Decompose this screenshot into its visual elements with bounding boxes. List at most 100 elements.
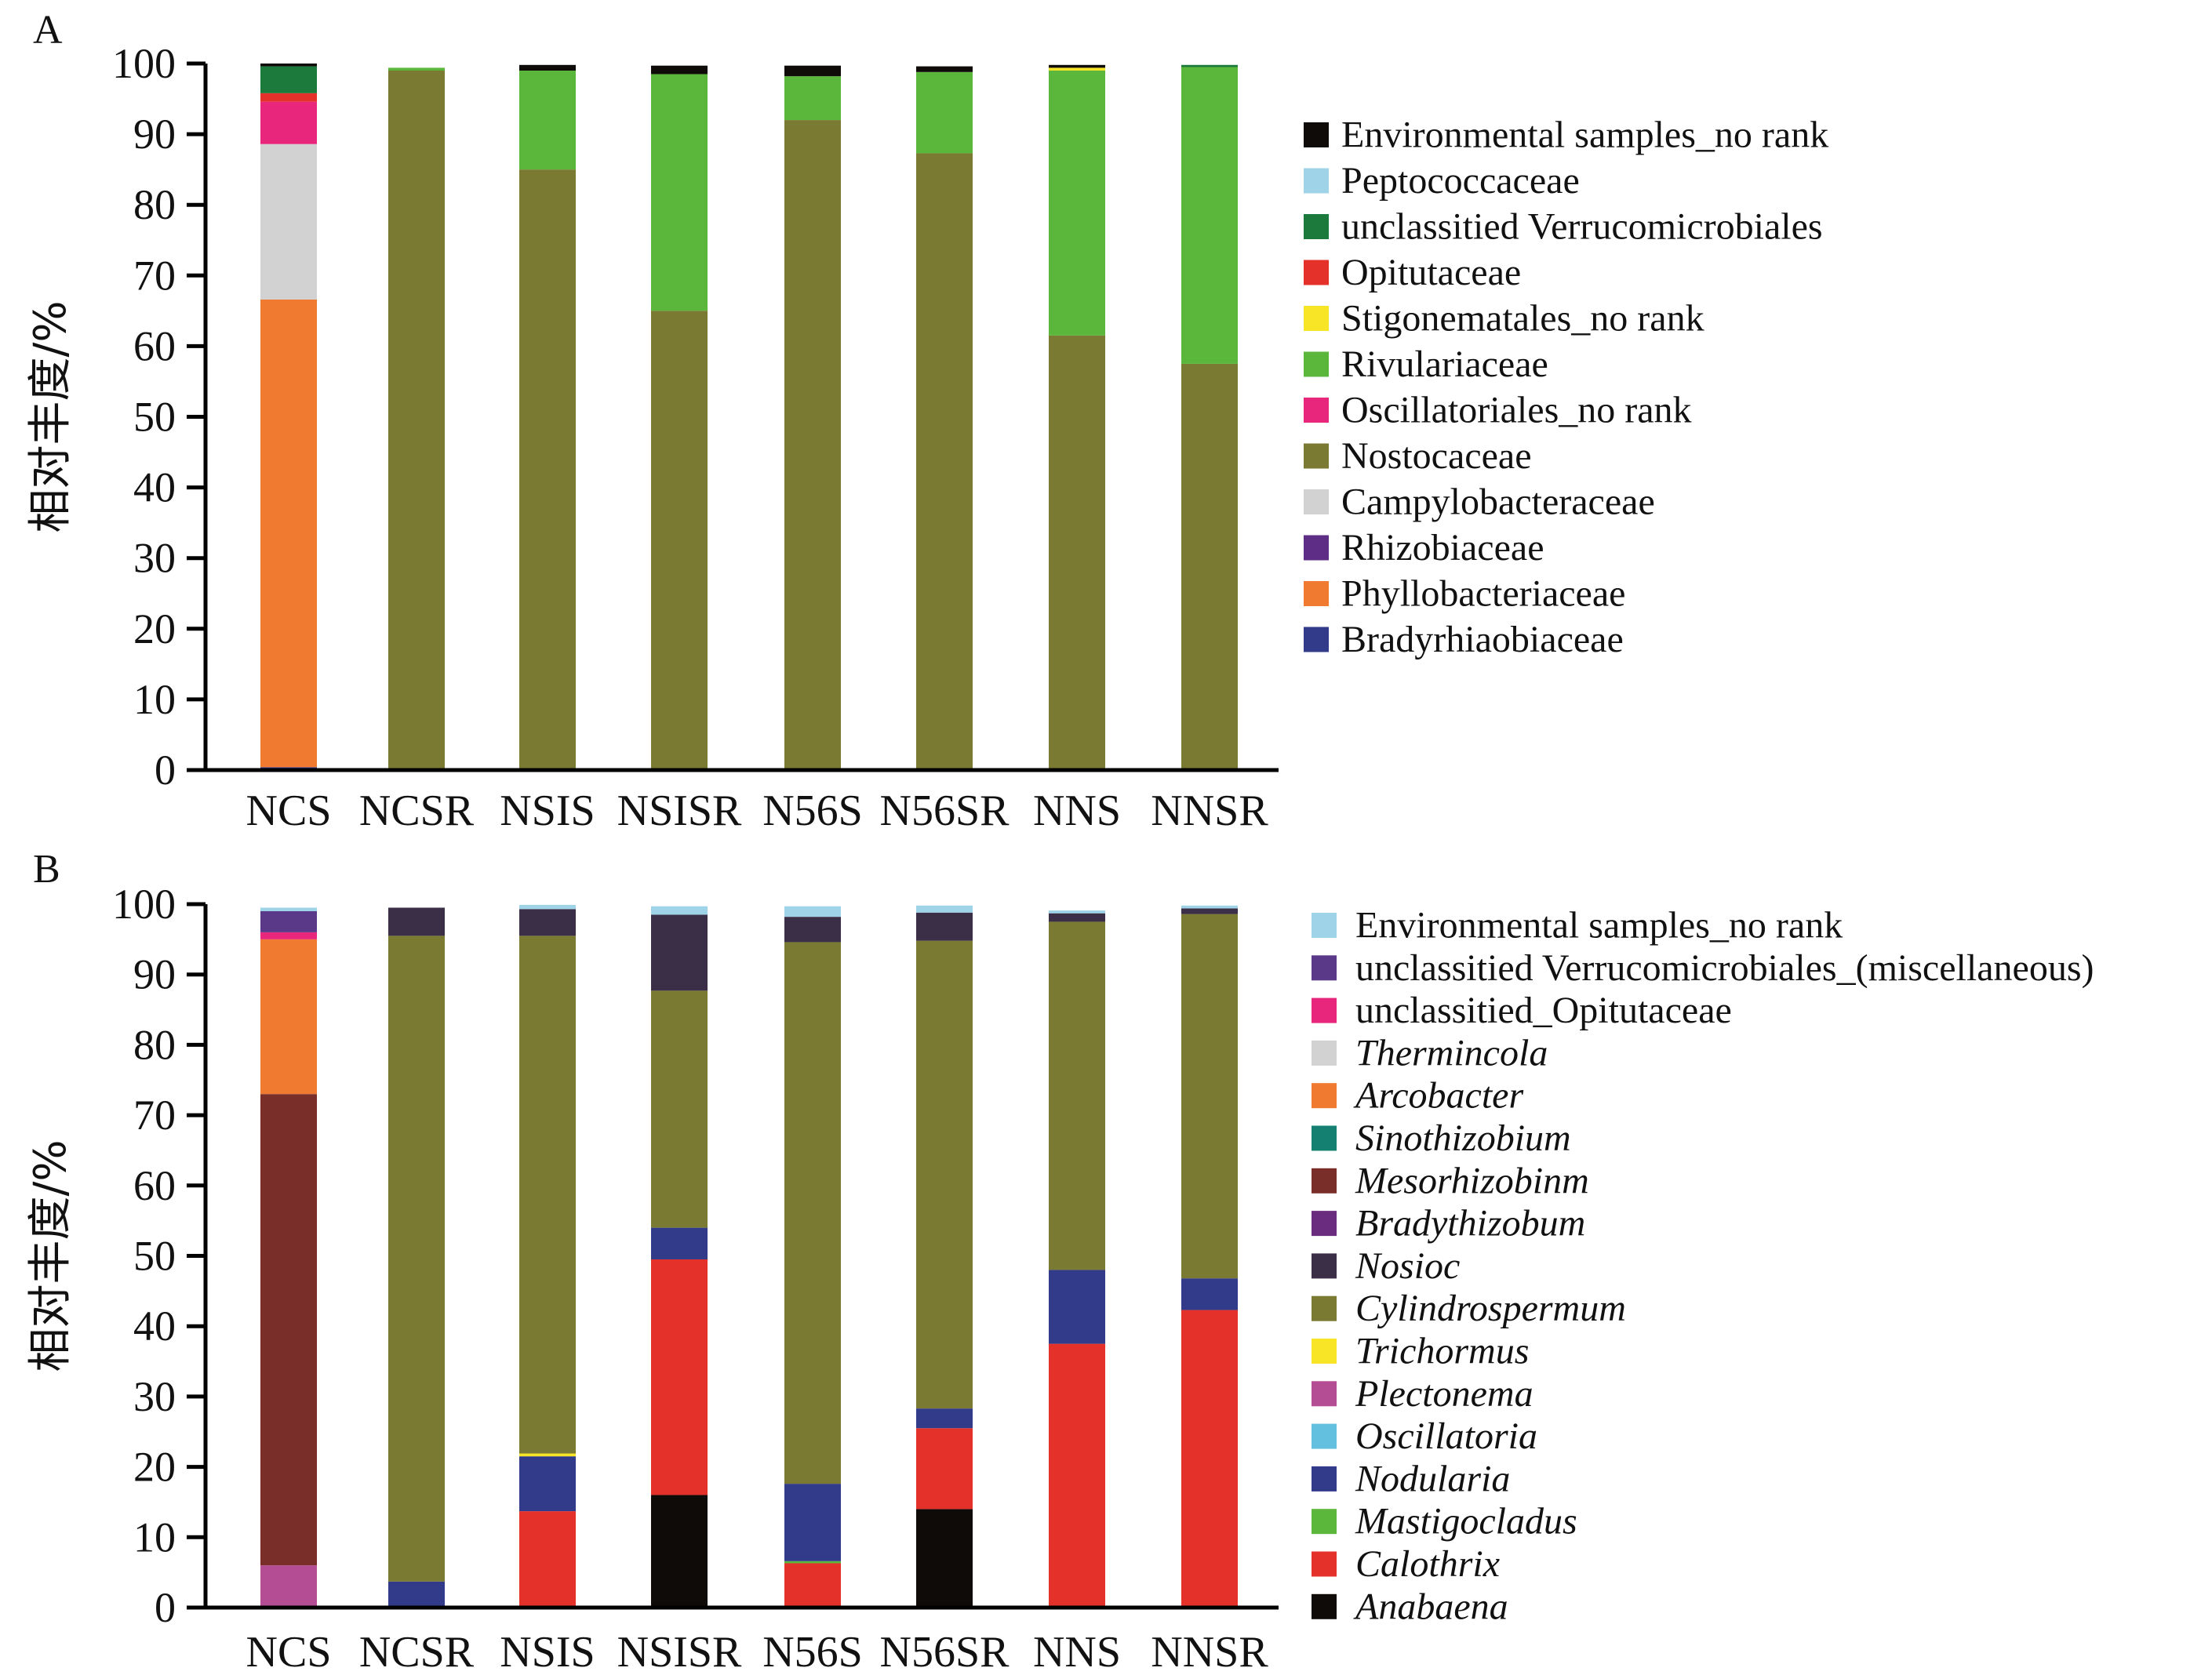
bar-segment [519,71,576,170]
bar-segment [388,936,445,1582]
legend-swatch [1304,351,1329,377]
y-tick-label: 20 [133,605,176,652]
bar-segment [519,1511,576,1608]
bar-segment [651,1227,708,1259]
legend-label: Stigonematales_no rank [1341,298,1704,340]
panel-letter: B [33,847,60,892]
bar-segment [651,65,708,74]
bar-segment [388,67,445,71]
legend-label: Anabaena [1353,1586,1508,1627]
x-tick-label: NNS [1033,1628,1121,1671]
bar-group-nns [1049,64,1105,770]
bar-segment [519,936,576,1454]
bar-segment [916,1428,973,1510]
bar-segment [260,93,317,102]
legend-swatch [1304,443,1329,469]
legend-label: unclassitied Verrucomicrobiales_(miscell… [1355,947,2094,989]
legend-label: Thermincola [1355,1032,1548,1074]
bar-segment [651,1259,708,1495]
bar-segment [1049,913,1105,922]
legend-swatch [1312,1083,1337,1109]
bar-segment [260,932,317,939]
legend-swatch [1312,997,1337,1023]
bar-segment [651,311,708,771]
bar-segment [260,907,317,911]
y-tick-label: 30 [133,535,176,582]
bar-segment [1181,914,1238,1279]
y-tick-label: 100 [112,40,176,87]
panel-letter: A [33,8,63,53]
bar-segment [260,144,317,300]
legend-label: Peptococcaceae [1341,160,1580,202]
y-tick-label: 10 [133,1513,176,1561]
bar-segment [519,904,576,910]
bar-group-n56s [784,906,841,1608]
y-tick-label: 70 [133,1092,176,1139]
bar-segment [784,76,841,121]
bar-segment [784,1561,841,1564]
bar-segment [388,1581,445,1608]
bar-segment [784,917,841,943]
bar-segment [651,74,708,311]
panel-a: A 相对丰度/% NCS NCSR NSIS NSISR N56S N56SR NNS NNSR 0… [25,8,1828,835]
x-tick-label: NSIS [500,1628,595,1671]
bar-segment [1049,64,1105,68]
legend-swatch [1304,489,1329,514]
bar-segment [260,64,317,67]
legend-label: Rivulariaceae [1341,343,1548,385]
bar-segment [519,909,576,936]
legend-swatch [1304,398,1329,423]
bar-segment [916,1509,973,1608]
bar-segment [784,65,841,77]
x-tick-label: NSISR [617,787,742,835]
x-tick-label: N56S [762,1628,863,1671]
legend: Environmental samples_no rankPeptococcac… [1304,114,1828,660]
legend-swatch [1304,581,1329,606]
bar-group-n56sr [916,905,973,1608]
bar-segment [784,906,841,917]
bar-group-nnsr [1181,905,1238,1608]
y-tick-label: 80 [133,181,176,228]
bar-segment [784,1484,841,1561]
bar-segment [916,66,973,72]
x-tick-label: N56SR [880,787,1010,835]
bar-segment [260,101,317,144]
y-tick-label: 80 [133,1021,176,1068]
bar-segment [784,1563,841,1608]
legend-swatch [1304,214,1329,239]
y-tick-label: 40 [133,464,176,511]
y-tick-label: 90 [133,951,176,998]
bar-segment [1049,1343,1105,1608]
bar-segment [260,1565,317,1608]
bar-segment [260,299,317,768]
bar-segment [916,940,973,1409]
legend-label: Arcobacter [1353,1075,1523,1117]
y-axis-label: 相对丰度/% [25,300,76,532]
bar-segment [1049,335,1105,770]
y-axis-label: 相对丰度/% [25,1139,76,1372]
x-tick-label: NSIS [500,787,595,835]
bar-segment [916,71,973,154]
bar-segment [1181,64,1238,67]
bar-segment [260,910,317,932]
bar-group-ncsr [388,67,445,770]
legend-swatch [1304,122,1329,147]
legend-swatch [1304,260,1329,285]
legend-swatch [1312,913,1337,938]
bar-segment [1049,921,1105,1270]
bar-segment [260,939,317,1095]
bar-group-nnsr [1181,64,1238,770]
bar-segment [388,71,445,770]
legend-swatch [1312,1040,1337,1066]
legend: Environmental samples_no rankunclassitie… [1312,905,2094,1627]
legend-label: Nosioc [1355,1245,1460,1287]
y-tick-label: 70 [133,252,176,299]
legend-label: Phyllobacteriaceae [1341,573,1625,615]
bar-segment [651,906,708,915]
bar-segment [1181,1310,1238,1608]
bar-segment [651,990,708,1228]
bar-segment [916,905,973,913]
legend-swatch [1312,1125,1337,1151]
y-tick-label: 10 [133,676,176,723]
x-tick-label: NCS [246,1628,332,1671]
